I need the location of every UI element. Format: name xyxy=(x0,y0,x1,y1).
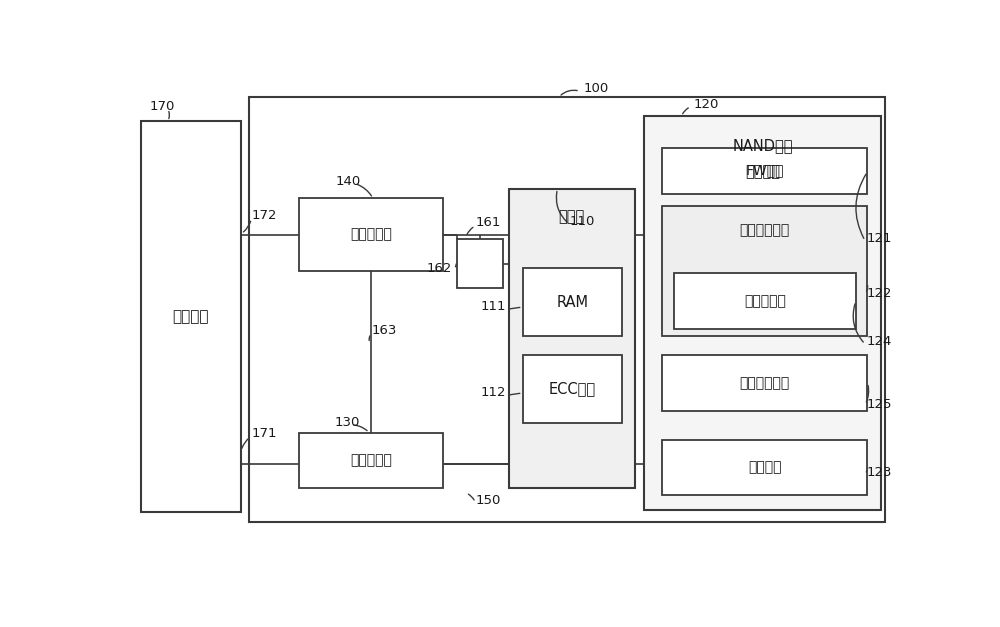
Bar xyxy=(509,189,635,488)
Bar xyxy=(140,121,241,512)
Text: 124: 124 xyxy=(867,335,892,348)
Text: 140: 140 xyxy=(336,175,361,188)
Text: 163: 163 xyxy=(371,324,397,337)
Bar xyxy=(674,273,856,329)
Bar xyxy=(662,148,867,194)
Bar xyxy=(457,240,503,288)
Text: 筛选日志区域: 筛选日志区域 xyxy=(740,376,790,390)
Text: 150: 150 xyxy=(475,493,501,507)
Text: 162: 162 xyxy=(427,262,452,275)
Bar xyxy=(299,433,443,488)
Text: 172: 172 xyxy=(251,209,277,222)
Text: 管理信息区域: 管理信息区域 xyxy=(740,224,790,238)
Bar xyxy=(662,206,867,336)
Text: 122: 122 xyxy=(867,287,892,300)
Bar xyxy=(523,356,622,423)
Text: 速存储器: 速存储器 xyxy=(745,164,780,179)
Text: 130: 130 xyxy=(334,416,360,429)
Text: 111: 111 xyxy=(481,300,506,314)
Bar xyxy=(644,116,881,510)
Text: 170: 170 xyxy=(150,100,175,113)
Text: 112: 112 xyxy=(481,386,506,399)
Text: 120: 120 xyxy=(693,98,718,111)
Bar xyxy=(662,356,867,411)
Text: 121: 121 xyxy=(867,232,892,245)
Text: 电源供给部: 电源供给部 xyxy=(350,228,392,241)
Bar xyxy=(299,198,443,271)
Text: 用户区域: 用户区域 xyxy=(748,460,782,475)
Text: 110: 110 xyxy=(569,215,594,228)
Text: 161: 161 xyxy=(475,216,501,229)
Text: 坏块管理表: 坏块管理表 xyxy=(744,294,786,308)
Text: 125: 125 xyxy=(867,398,892,411)
Bar xyxy=(523,268,622,336)
Text: 接口控制器: 接口控制器 xyxy=(350,453,392,467)
Text: 控制器: 控制器 xyxy=(559,209,585,224)
Bar xyxy=(249,97,885,522)
Text: FW区域: FW区域 xyxy=(746,164,784,177)
Text: RAM: RAM xyxy=(556,295,588,310)
Text: 100: 100 xyxy=(584,82,609,95)
Bar xyxy=(662,440,867,495)
Text: 123: 123 xyxy=(867,466,892,478)
Text: ECC电路: ECC电路 xyxy=(549,382,596,396)
Text: NAND型闪: NAND型闪 xyxy=(732,138,793,153)
Text: 主机装置: 主机装置 xyxy=(173,309,209,324)
Text: 171: 171 xyxy=(251,427,277,440)
